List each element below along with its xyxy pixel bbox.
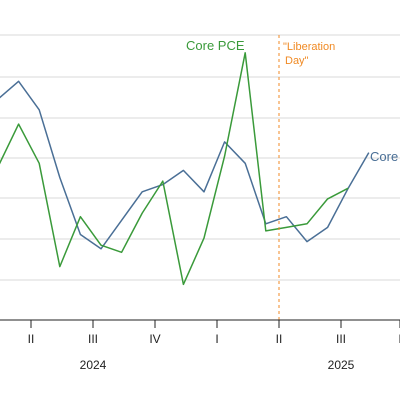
x-tick-label-2: IV [149,332,160,346]
x-tick-label-5: III [336,332,346,346]
series-lines [0,52,370,286]
x-tick-label-3: I [215,332,218,346]
x-tick-label-4: II [276,332,283,346]
x-tick-label-0: II [28,332,35,346]
x-tick-label-1: III [88,332,98,346]
x-tick-label-6: I [398,332,400,346]
series-label-core-pce: Core PCE [186,38,245,53]
year-label-2025: 2025 [328,358,355,372]
annotation-line2: Day" [285,55,309,67]
series-line-core-pce [0,52,349,286]
series-label-core: Core [370,149,398,164]
x-axis-ticks: IIIIIIVIIIIIII [28,320,400,346]
annotation-line1: "Liberation [283,41,335,53]
series-line-core [0,80,370,250]
gridlines [0,34,400,281]
year-label-2024: 2024 [80,358,107,372]
